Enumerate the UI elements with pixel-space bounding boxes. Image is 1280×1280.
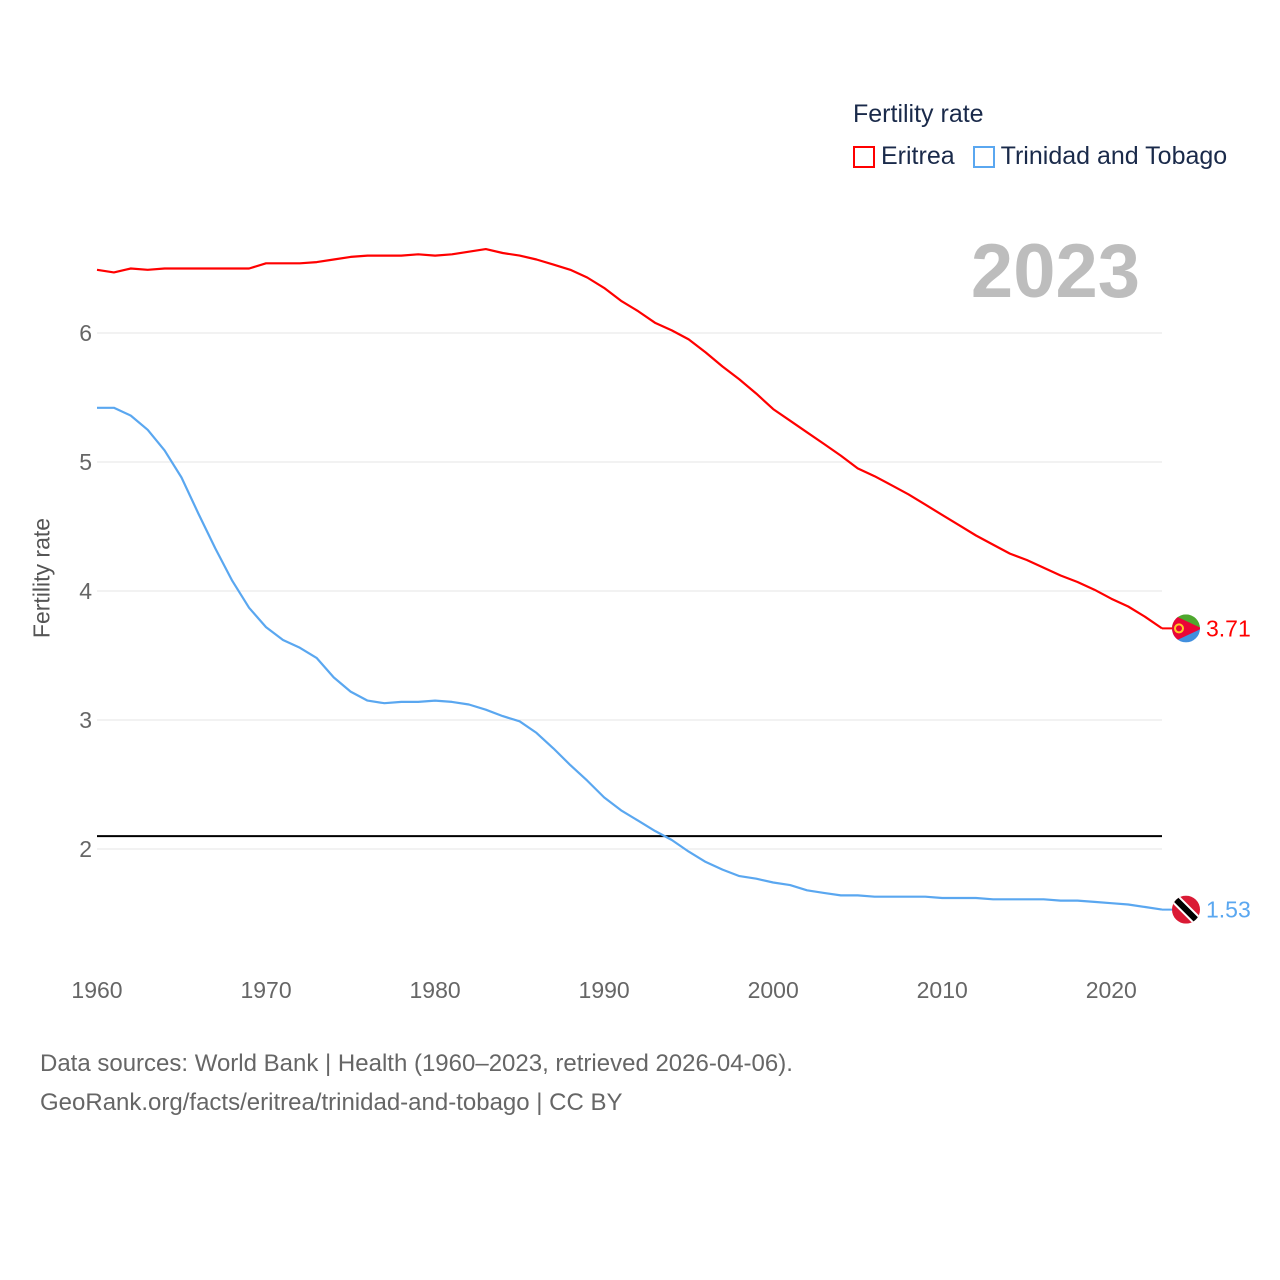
y-axis-label: Fertility rate bbox=[28, 517, 55, 639]
end-value-label: 3.71 bbox=[1206, 615, 1251, 641]
flag-red bbox=[1172, 614, 1200, 643]
x-tick-label: 1980 bbox=[410, 977, 461, 1003]
source-line-1: Data sources: World Bank | Health (1960–… bbox=[40, 1050, 793, 1077]
current-year-label: 2023 bbox=[970, 229, 1140, 314]
y-tick-label: 5 bbox=[79, 449, 92, 475]
x-tick-label: 2010 bbox=[917, 977, 968, 1003]
source-note: Data sources: World Bank | Health (1960–… bbox=[40, 1044, 793, 1122]
legend: Eritrea Trinidad and Tobago bbox=[853, 142, 1245, 171]
flag-black bbox=[1172, 895, 1200, 924]
x-tick-label: 1990 bbox=[579, 977, 630, 1003]
series-line-eritrea bbox=[96, 248, 1163, 630]
y-tick-label: 6 bbox=[79, 320, 92, 346]
source-line-2[interactable]: GeoRank.org/facts/eritrea/trinidad-and-t… bbox=[40, 1089, 623, 1116]
legend-title: Fertility rate bbox=[853, 100, 984, 128]
x-tick-label: 2020 bbox=[1086, 977, 1137, 1003]
legend-label-trinidad: Trinidad and Tobago bbox=[1000, 142, 1228, 170]
legend-label-eritrea: Eritrea bbox=[881, 142, 955, 170]
trinidad-flag-icon bbox=[1172, 895, 1200, 924]
legend-swatch-eritrea bbox=[853, 145, 875, 168]
eritrea-flag-icon bbox=[1172, 614, 1200, 643]
series-line-trinidad-and-tobago bbox=[97, 406, 1163, 911]
legend-swatch-trinidad bbox=[972, 145, 995, 168]
x-tick-label: 2000 bbox=[748, 977, 799, 1003]
end-value-label: 1.53 bbox=[1206, 897, 1251, 923]
flag-emblem bbox=[1174, 623, 1184, 634]
legend-item-trinidad-and-tobago[interactable]: Trinidad and Tobago bbox=[972, 142, 1228, 171]
x-tick-label: 1960 bbox=[71, 977, 122, 1003]
y-tick-label: 2 bbox=[79, 836, 92, 862]
legend-item-eritrea[interactable]: Eritrea bbox=[853, 142, 955, 171]
x-tick-label: 1970 bbox=[240, 977, 291, 1003]
y-tick-label: 3 bbox=[79, 707, 92, 733]
y-tick-label: 4 bbox=[79, 578, 92, 604]
